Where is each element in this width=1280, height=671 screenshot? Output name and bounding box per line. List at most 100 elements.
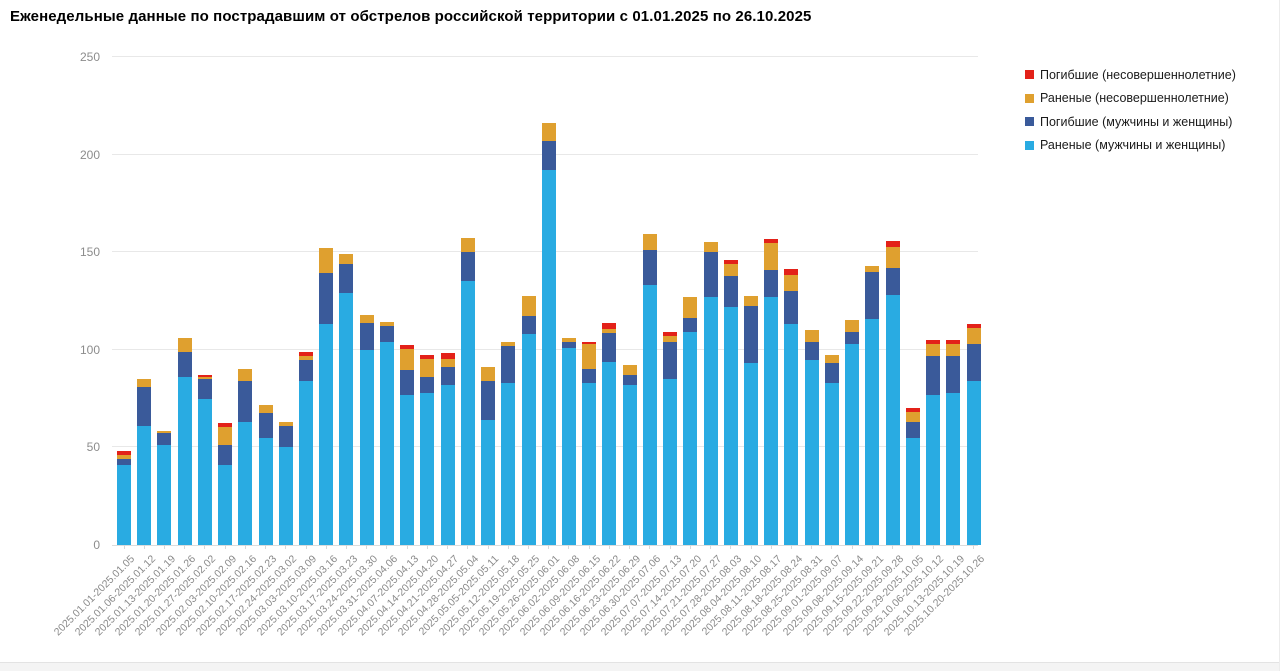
bar-segment[interactable] xyxy=(319,324,334,545)
bar-segment[interactable] xyxy=(400,370,415,395)
bar-segment[interactable] xyxy=(521,296,536,316)
bar-stack[interactable] xyxy=(784,269,799,545)
bar-segment[interactable] xyxy=(905,422,920,438)
bar-segment[interactable] xyxy=(541,123,556,141)
bar-segment[interactable] xyxy=(197,377,212,379)
bar-stack[interactable] xyxy=(622,365,637,545)
bar-segment[interactable] xyxy=(744,296,758,306)
bar-segment[interactable] xyxy=(137,387,152,426)
bar-segment[interactable] xyxy=(218,427,233,445)
bar-segment[interactable] xyxy=(804,360,819,545)
bar-stack[interactable] xyxy=(804,330,819,545)
bar-segment[interactable] xyxy=(521,334,536,545)
bar-segment[interactable] xyxy=(400,395,415,545)
bar-segment[interactable] xyxy=(440,359,455,367)
bar-segment[interactable] xyxy=(440,385,455,545)
bar-stack[interactable] xyxy=(824,355,839,545)
bar-stack[interactable] xyxy=(339,254,354,545)
legend-item[interactable]: Раненые (мужчины и женщины) xyxy=(1025,137,1236,154)
bar-segment[interactable] xyxy=(299,381,314,545)
bar-segment[interactable] xyxy=(784,324,799,545)
bar-stack[interactable] xyxy=(642,234,657,545)
bar-segment[interactable] xyxy=(197,375,212,377)
bar-segment[interactable] xyxy=(481,381,496,420)
bar-segment[interactable] xyxy=(177,377,192,545)
bar-segment[interactable] xyxy=(460,281,475,545)
bar-stack[interactable] xyxy=(481,367,496,545)
bar-segment[interactable] xyxy=(137,426,152,545)
bar-segment[interactable] xyxy=(744,306,758,363)
bar-segment[interactable] xyxy=(460,252,475,281)
bar-segment[interactable] xyxy=(582,383,597,545)
bar-stack[interactable] xyxy=(278,422,293,545)
bar-segment[interactable] xyxy=(602,362,617,545)
bar-segment[interactable] xyxy=(683,318,698,332)
bar-segment[interactable] xyxy=(440,367,455,385)
bar-segment[interactable] xyxy=(905,438,920,545)
bar-segment[interactable] xyxy=(561,348,576,545)
bar-segment[interactable] xyxy=(905,408,920,412)
bar-segment[interactable] xyxy=(642,285,657,545)
bar-segment[interactable] xyxy=(157,431,172,433)
bar-segment[interactable] xyxy=(379,326,394,342)
bar-segment[interactable] xyxy=(258,413,273,438)
bar-stack[interactable] xyxy=(865,266,880,545)
bar-segment[interactable] xyxy=(258,438,273,545)
bar-segment[interactable] xyxy=(602,329,617,333)
bar-segment[interactable] xyxy=(946,393,961,545)
bar-segment[interactable] xyxy=(339,254,354,264)
legend-item[interactable]: Раненые (несовершеннолетние) xyxy=(1025,90,1236,107)
bar-segment[interactable] xyxy=(663,342,678,379)
bar-segment[interactable] xyxy=(926,340,941,344)
bar-stack[interactable] xyxy=(117,451,131,545)
bar-segment[interactable] xyxy=(622,375,637,385)
bar-segment[interactable] xyxy=(541,170,556,545)
bar-segment[interactable] xyxy=(400,349,415,370)
bar-stack[interactable] xyxy=(521,296,536,545)
bar-stack[interactable] xyxy=(218,423,233,545)
bar-segment[interactable] xyxy=(299,360,314,381)
bar-segment[interactable] xyxy=(278,426,293,447)
bar-segment[interactable] xyxy=(501,383,516,545)
bar-stack[interactable] xyxy=(157,431,172,545)
bar-segment[interactable] xyxy=(764,243,779,270)
bar-segment[interactable] xyxy=(238,369,253,381)
bar-segment[interactable] xyxy=(845,344,860,545)
bar-segment[interactable] xyxy=(642,250,657,285)
bar-stack[interactable] xyxy=(258,405,273,545)
bar-stack[interactable] xyxy=(744,296,758,545)
bar-segment[interactable] xyxy=(400,345,415,349)
bar-segment[interactable] xyxy=(885,247,900,268)
bar-segment[interactable] xyxy=(905,412,920,422)
bar-segment[interactable] xyxy=(359,315,374,323)
bar-segment[interactable] xyxy=(197,379,212,399)
bar-segment[interactable] xyxy=(744,363,758,545)
bar-stack[interactable] xyxy=(299,352,314,545)
bar-segment[interactable] xyxy=(804,330,819,342)
bar-segment[interactable] xyxy=(420,355,435,359)
bar-stack[interactable] xyxy=(420,355,435,545)
bar-segment[interactable] xyxy=(622,365,637,375)
bar-stack[interactable] xyxy=(197,375,212,545)
bar-stack[interactable] xyxy=(764,239,779,545)
bar-stack[interactable] xyxy=(561,338,576,545)
bar-segment[interactable] xyxy=(824,355,839,363)
bar-stack[interactable] xyxy=(905,408,920,545)
bar-segment[interactable] xyxy=(481,420,496,545)
bar-segment[interactable] xyxy=(278,447,293,545)
bar-stack[interactable] xyxy=(663,332,678,545)
bar-segment[interactable] xyxy=(966,344,981,381)
bar-stack[interactable] xyxy=(723,260,738,545)
bar-segment[interactable] xyxy=(865,319,880,545)
bar-segment[interactable] xyxy=(824,363,839,383)
bar-segment[interactable] xyxy=(501,342,516,346)
bar-segment[interactable] xyxy=(117,459,131,465)
bar-segment[interactable] xyxy=(420,393,435,545)
bar-stack[interactable] xyxy=(460,238,475,545)
bar-stack[interactable] xyxy=(582,342,597,545)
bar-segment[interactable] xyxy=(764,297,779,545)
bar-segment[interactable] xyxy=(420,377,435,393)
bar-segment[interactable] xyxy=(218,445,233,465)
bar-segment[interactable] xyxy=(319,273,334,324)
bar-stack[interactable] xyxy=(400,345,415,545)
